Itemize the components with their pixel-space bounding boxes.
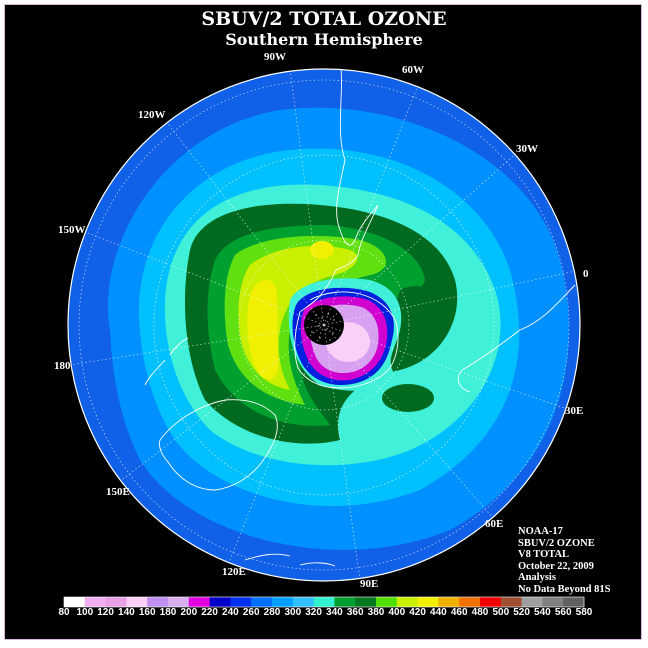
colorbar-tick-label: 160: [138, 607, 156, 618]
colorbar-swatch: [521, 597, 543, 607]
colorbar: [63, 596, 585, 608]
coastline-indonesia: [244, 553, 336, 567]
lon-label-150w: 150W: [58, 224, 86, 236]
colorbar-tick-label: 80: [58, 607, 70, 618]
colorbar-swatch: [563, 597, 585, 607]
colorbar-tick-label: 460: [450, 607, 468, 618]
colorbar-tick-label: 340: [326, 607, 343, 618]
info-product: Analysis: [518, 572, 556, 584]
info-satellite: NOAA-17: [518, 526, 563, 537]
info-version: V8 TOTAL: [518, 549, 570, 561]
coastline-australia: [159, 399, 278, 491]
colorbar-swatch: [251, 597, 273, 607]
colorbar-tick-label: 560: [554, 607, 572, 618]
colorbar-swatch: [84, 597, 107, 607]
colorbar-tick-label: 580: [575, 607, 593, 618]
colorbar-tick-label: 440: [430, 607, 447, 618]
info-block: NOAA-17 SBUV/2 OZONE V8 TOTAL October 22…: [518, 526, 610, 596]
colorbar-tick-label: 280: [263, 607, 281, 618]
colorbar-swatch: [500, 597, 523, 607]
colorbar-tick-label: 420: [409, 607, 426, 618]
lon-label-180: 180: [54, 360, 71, 372]
colorbar-swatch: [313, 597, 335, 607]
colorbar-tick-label: 240: [222, 607, 239, 618]
ozone-band-green-east: [396, 286, 445, 353]
colorbar-swatch: [64, 597, 86, 607]
lon-label-120w: 120W: [138, 109, 166, 121]
colorbar-swatch: [147, 597, 169, 607]
colorbar-tick-label: 500: [492, 607, 510, 618]
map-subtitle: Southern Hemisphere: [225, 30, 423, 49]
colorbar-tick-label: 360: [346, 607, 364, 618]
lon-label-150e: 150E: [106, 486, 130, 498]
colorbar-tick-label: 260: [242, 607, 260, 618]
colorbar-labels: 80 100 120 140 160 180 200 220 240 260 280 300 320 34…: [0, 607, 648, 621]
colorbar-tick-label: 140: [118, 607, 135, 618]
colorbar-swatch: [334, 597, 356, 607]
colorbar-swatch: [272, 597, 294, 607]
coastline-new-zealand: [144, 337, 189, 386]
colorbar-outline: [63, 596, 585, 608]
coastline-antarctic-peninsula: [299, 269, 337, 313]
lon-label-90e: 90E: [360, 578, 379, 590]
colorbar-swatch: [438, 597, 460, 607]
colorbar-tick-label: 400: [388, 607, 406, 618]
ozone-max-cell: [310, 241, 334, 259]
info-instrument: SBUV/2 OZONE: [518, 537, 595, 549]
lon-label-60e: 60E: [485, 518, 504, 530]
colorbar-tick-label: 540: [534, 607, 551, 618]
colorbar-swatch: [417, 597, 439, 607]
colorbar-tick-label: 200: [180, 607, 198, 618]
colorbar-swatch: [105, 597, 127, 607]
lon-label-0: 0: [583, 268, 589, 280]
colorbar-swatch: [126, 597, 148, 607]
colorbar-tick-label: 100: [76, 607, 94, 618]
colorbar-tick-label: 380: [367, 607, 385, 618]
coastline-antarctica: [294, 291, 399, 389]
coastline-south-america: [335, 69, 379, 271]
colorbar-tick-label: 180: [159, 607, 177, 618]
colorbar-swatch: [355, 597, 377, 607]
coastline-africa: [457, 284, 576, 393]
colorbar-tick-label: 300: [284, 607, 302, 618]
colorbar-swatch: [459, 597, 481, 607]
colorbar-swatch: [292, 597, 315, 607]
colorbar-tick-label: 480: [471, 607, 489, 618]
globe-outline: [67, 68, 581, 582]
colorbar-swatch: [230, 597, 252, 607]
colorbar-tick-label: 520: [513, 607, 530, 618]
colorbar-tick-label: 320: [305, 607, 322, 618]
polar-cap-dots: [311, 313, 335, 341]
colorbar-swatch: [168, 597, 190, 607]
info-date: October 22, 2009: [518, 560, 594, 572]
lon-label-60w: 60W: [402, 64, 424, 76]
colorbar-swatch: [396, 597, 419, 607]
lon-label-120e: 120E: [222, 566, 246, 578]
colorbar-swatch: [376, 597, 398, 607]
coastlines: [144, 69, 576, 567]
colorbar-tick-label: 120: [97, 607, 114, 618]
lon-label-90w: 90W: [264, 51, 286, 63]
map-title: SBUV/2 TOTAL OZONE: [201, 8, 447, 30]
lon-label-30w: 30W: [516, 143, 538, 155]
colorbar-swatch: [480, 597, 502, 607]
colorbar-swatch: [188, 597, 211, 607]
graticule-parallels: [78, 79, 570, 571]
graticule-meridians: [69, 69, 580, 581]
ozone-green-island: [382, 384, 434, 412]
colorbar-swatch: [542, 597, 564, 607]
lon-label-30e: 30E: [565, 405, 584, 417]
colorbar-swatch: [209, 597, 231, 607]
colorbar-tick-label: 220: [201, 607, 218, 618]
info-note: No Data Beyond 81S: [518, 583, 611, 595]
ozone-band-yellow: [247, 279, 279, 380]
